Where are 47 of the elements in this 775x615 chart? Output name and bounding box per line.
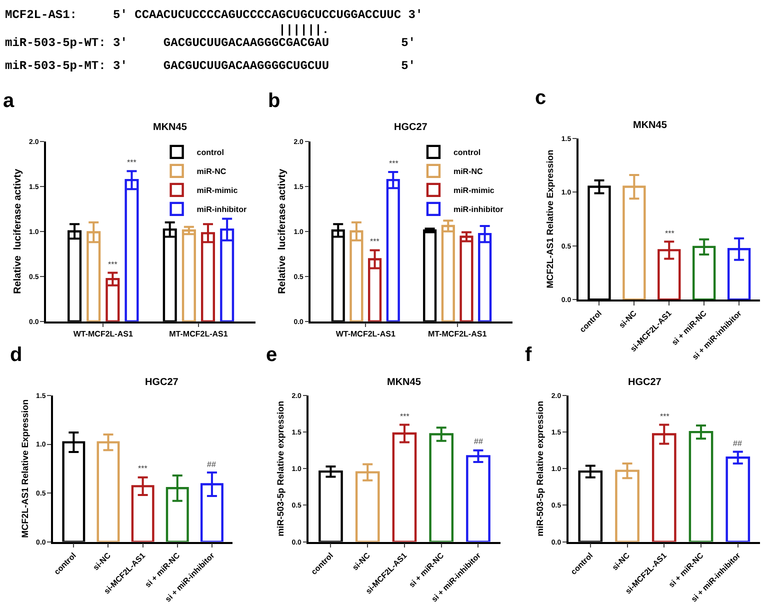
legend-label: miR-inhibitor [196,205,247,214]
legend-label: miR-NC [196,167,226,176]
y-axis-title: MCF2L-AS1 Relative Expression [20,399,30,538]
x-tick-label: MT-MCF2L-AS1 [169,330,228,339]
chart-title: HGC27 [145,377,179,388]
x-tick-label: WT-MCF2L-AS1 [73,330,134,339]
text: d [10,344,22,366]
x-tick-label: WT-MCF2L-AS1 [336,330,396,339]
y-axis-title: Relative luciferase activty [277,168,288,294]
text: MCF2L-AS1: 5' CCAACUCUCCCCAGUCCCCAGCUGCUCCUGGACCUUC 3' [5,8,423,22]
data-label: *** [138,464,148,473]
chart-title: MKN45 [633,120,668,131]
text: ||||||. [5,23,330,37]
x-tick-label: MT-MCF2L-AS1 [428,330,488,339]
text: miR-503-5p-MT: 3' GACGUCUUGACAAGGGGCUGCUU 5' [5,59,416,73]
data-label: *** [400,412,410,421]
data-label: *** [370,237,380,246]
legend-label: miR-mimic [453,186,495,196]
chart-title: MKN45 [153,122,188,133]
legend-label: control [196,148,224,158]
y-axis-title: miR-503-5p Relative expression [535,400,546,536]
bar [460,236,474,322]
bar [182,229,196,322]
y-axis-title: MCF2L-AS1 Relative Expression [545,150,556,288]
data-label: *** [660,412,670,421]
y-axis-title: Relative luciferase activty [12,168,24,294]
data-label: *** [665,229,674,238]
legend-label: miR-NC [453,167,484,176]
text: e [266,344,278,366]
data-label: *** [389,159,398,168]
text: c [535,87,546,109]
chart-title: MKN45 [387,377,422,388]
data-label: *** [108,260,118,269]
legend-label: miR-mimic [196,186,238,196]
legend-label: miR-inhibitor [453,205,504,214]
data-label: ## [474,437,484,446]
text: f [525,344,532,366]
y-axis-title: miR-503-5p Relative expression [276,400,286,536]
text: a [3,90,15,112]
chart-title: HGC27 [628,377,662,388]
chart-title: HGC27 [394,122,428,133]
text: b [268,90,280,112]
legend-label: control [453,148,481,158]
text: miR-503-5p-WT: 3' GACGUCUUGACAAGGGCGACGAU 5' [5,36,416,50]
data-label: ## [207,460,216,469]
data-label: *** [127,158,136,167]
data-label: ## [733,439,742,448]
